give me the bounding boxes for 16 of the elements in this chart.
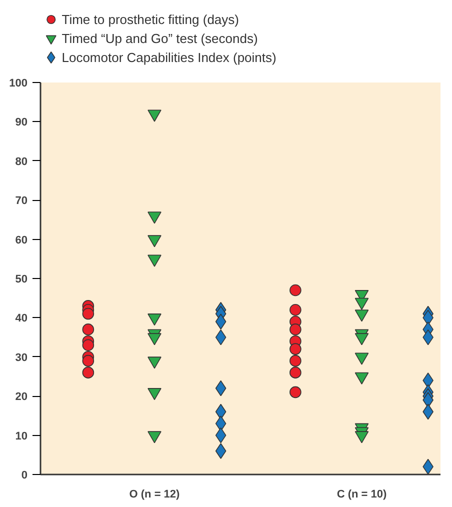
x-tick-label: C (n = 10) xyxy=(336,488,387,500)
y-tick-label: 20 xyxy=(15,391,28,404)
y-tick-label: 10 xyxy=(15,430,28,442)
y-tick-label: 50 xyxy=(15,274,28,286)
y-tick-label: 40 xyxy=(15,312,28,325)
x-tick-label: O (n = 12) xyxy=(129,488,180,500)
y-tick-label: 90 xyxy=(15,116,28,129)
y-tick-label: 70 xyxy=(15,195,28,208)
legend-label: Time to prosthetic fitting (days) xyxy=(62,12,239,27)
legend-label: Locomotor Capabilities Index (points) xyxy=(62,50,276,65)
y-tick-label: 80 xyxy=(15,156,28,168)
legend-label: Timed “Up and Go” test (seconds) xyxy=(62,31,258,46)
y-tick-label: 100 xyxy=(9,78,28,90)
y-tick-label: 60 xyxy=(15,234,28,246)
y-tick-label: 30 xyxy=(15,352,28,364)
y-tick-label: 0 xyxy=(21,470,28,482)
